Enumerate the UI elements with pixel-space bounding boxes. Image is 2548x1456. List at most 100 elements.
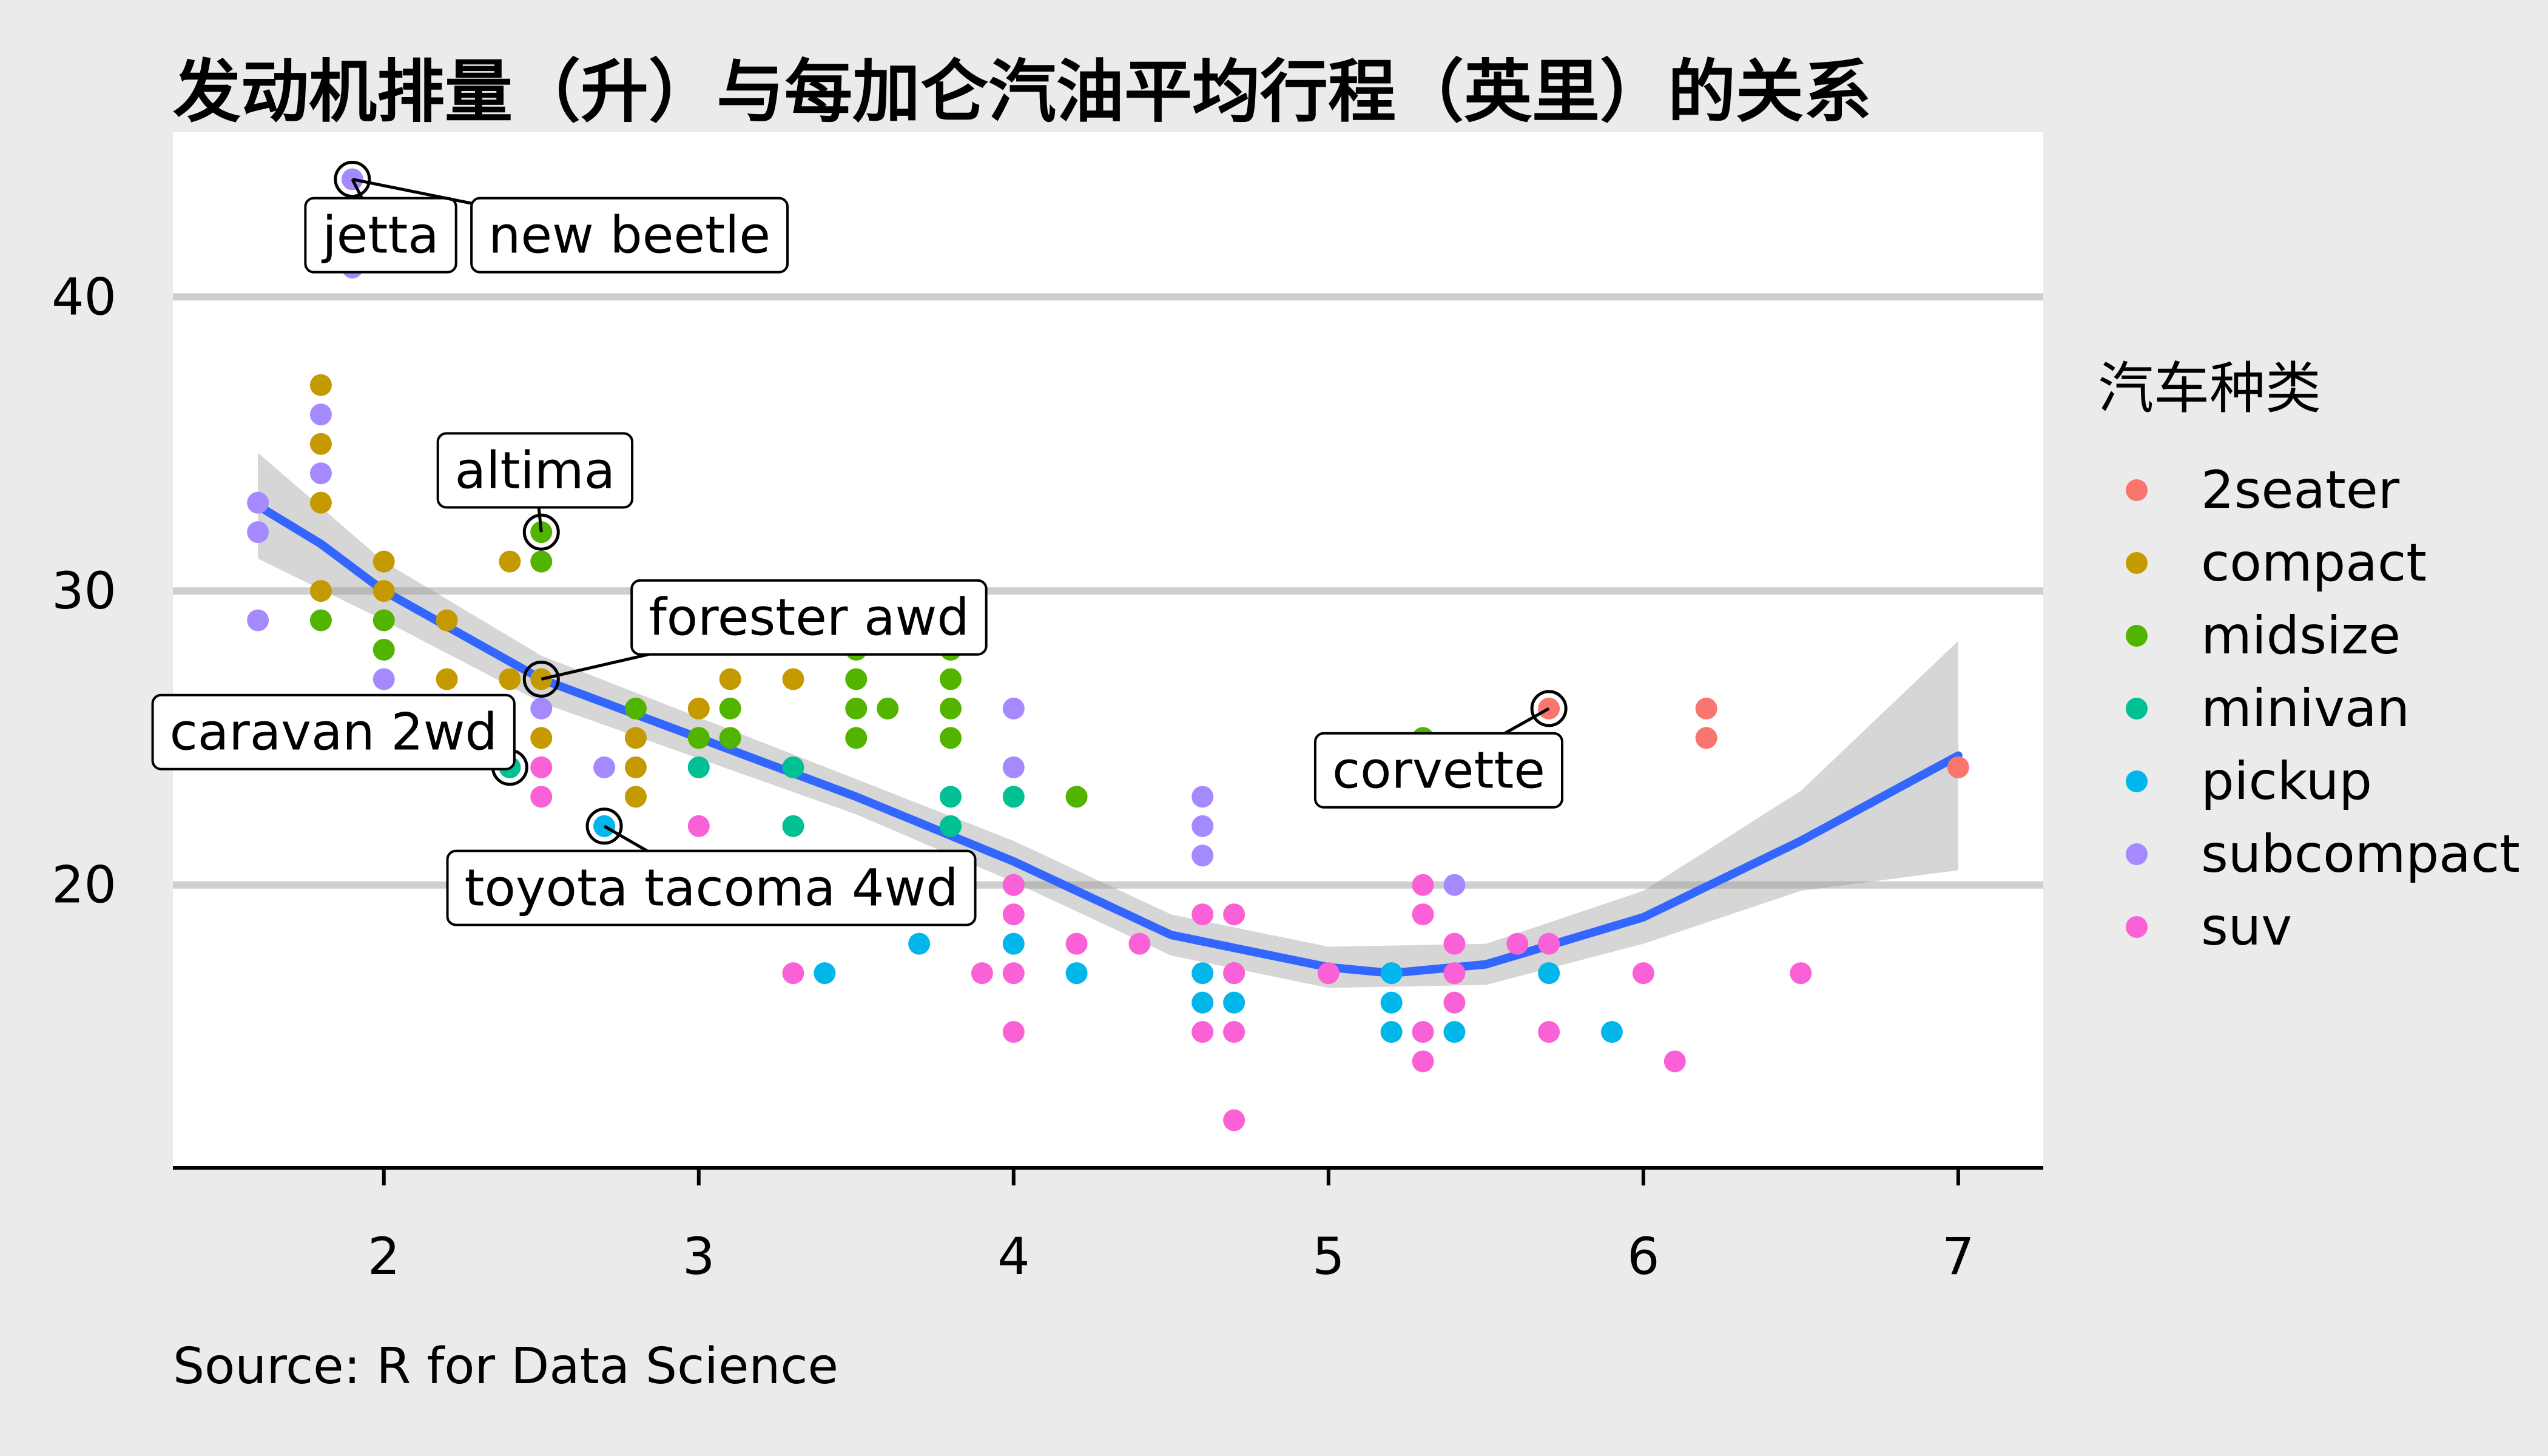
x-tick-label: 2 — [368, 1227, 400, 1286]
annotation-text: forester awd — [649, 588, 969, 647]
data-point-subcompact — [1443, 874, 1466, 896]
legend-key — [2126, 843, 2148, 865]
y-tick-label: 20 — [52, 855, 116, 915]
confidence-band — [258, 453, 1958, 988]
data-point-suv — [1632, 962, 1654, 985]
data-point-subcompact — [247, 609, 269, 632]
legend-key — [2126, 552, 2148, 574]
annotation-leader — [537, 507, 543, 533]
annotation-label: toyota tacoma 4wd — [446, 824, 977, 926]
annotation-box — [470, 197, 789, 274]
data-point-suv — [1412, 1050, 1434, 1073]
data-point-suv — [1412, 1021, 1434, 1043]
axes-layer: 2 3 4 5 6 7 20 30 40 — [52, 267, 2043, 1286]
data-point-suv — [1002, 1021, 1025, 1043]
data-point-midsize — [939, 668, 962, 690]
annotation-text: corvette — [1332, 741, 1545, 800]
highlight-ring — [334, 161, 371, 198]
highlight-ring — [585, 807, 623, 845]
data-point-suv — [1538, 932, 1560, 955]
data-point-midsize — [624, 697, 647, 720]
data-point-subcompact — [309, 403, 332, 426]
annotation-text: altima — [455, 440, 615, 500]
x-tick-label: 5 — [1312, 1227, 1344, 1286]
legend-entry-pickup: pickup — [2126, 751, 2372, 812]
data-point-compact — [309, 433, 332, 455]
data-point-midsize — [845, 727, 868, 749]
data-point-minivan — [782, 815, 804, 837]
data-point-midsize — [687, 727, 710, 749]
annotation-label: corvette — [1313, 707, 1564, 809]
legend-entry-midsize: midsize — [2126, 605, 2401, 666]
data-point-suv — [530, 786, 553, 808]
data-point-suv — [1443, 991, 1466, 1014]
annotation-box — [304, 197, 457, 274]
data-point-suv — [1223, 1021, 1245, 1043]
smooth-line — [254, 501, 1963, 978]
annotation-leader — [541, 653, 649, 681]
legend-key — [2126, 479, 2148, 501]
data-point-pickup — [1380, 962, 1403, 985]
data-point-suv — [1223, 1109, 1245, 1131]
data-point-midsize — [939, 727, 962, 749]
data-point-compact — [436, 609, 458, 632]
data-point-compact — [530, 727, 553, 749]
data-point-compact — [309, 491, 332, 514]
data-point-midsize — [1065, 786, 1088, 808]
data-point-suv — [971, 962, 993, 985]
data-point-pickup — [908, 932, 931, 955]
annotation-box — [446, 849, 977, 926]
data-point-pickup — [1223, 991, 1245, 1014]
data-point-suv — [530, 756, 553, 778]
data-point-compact — [499, 550, 521, 573]
legend-label: suv — [2201, 897, 2292, 957]
data-point-suv — [1223, 903, 1245, 926]
y-tick-label: 30 — [52, 561, 116, 621]
annotation-box — [151, 693, 516, 770]
data-point-suv — [1443, 932, 1466, 955]
annotation-text: jetta — [321, 206, 439, 265]
data-point-pickup — [1191, 991, 1214, 1014]
chart-title: 发动机排量（升）与每加仑汽油平均行程（英里）的关系 — [173, 53, 1872, 132]
data-point-minivan — [782, 756, 804, 778]
x-tick-label: 6 — [1627, 1227, 1659, 1286]
data-point-compact — [687, 697, 710, 720]
annotation-text: caravan 2wd — [170, 703, 497, 762]
data-point-compact — [309, 580, 332, 602]
data-point-2seater — [1695, 727, 1717, 749]
data-point-suv — [1002, 874, 1025, 896]
annotation-label: jetta — [304, 178, 457, 274]
data-point-suv — [1790, 962, 1812, 985]
annotation-box — [630, 579, 988, 656]
legend-entries: 2seater compact midsize minivan pickup subcom… — [2126, 460, 2520, 957]
data-point-subcompact — [593, 756, 616, 778]
highlight-ring — [522, 660, 560, 698]
data-point-compact — [436, 668, 458, 690]
data-point-suv — [1191, 903, 1214, 926]
annotation-text: toyota tacoma 4wd — [465, 858, 959, 918]
legend-title: 汽车种类 — [2098, 356, 2321, 421]
smooth-layer — [254, 453, 1963, 988]
annotation-leader — [1504, 707, 1550, 735]
data-point-suv — [1538, 1021, 1560, 1043]
data-point-midsize — [372, 609, 395, 632]
data-point-minivan — [687, 756, 710, 778]
data-point-midsize — [530, 550, 553, 573]
data-point-pickup — [1065, 962, 1088, 985]
data-point-compact — [624, 786, 647, 808]
data-point-2seater — [1695, 697, 1717, 720]
data-point-subcompact — [1191, 815, 1214, 837]
annotation-leader — [352, 178, 472, 205]
annotation-leader — [351, 178, 363, 199]
data-point-midsize — [939, 697, 962, 720]
data-point-pickup — [1191, 962, 1214, 985]
legend-key — [2126, 770, 2148, 792]
caption: Source: R for Data Science — [173, 1338, 838, 1395]
x-tick-label: 4 — [997, 1227, 1030, 1286]
legend-label: minivan — [2201, 678, 2410, 739]
data-point-subcompact — [372, 668, 395, 690]
annotation-label: new beetle — [352, 178, 789, 274]
legend-entry-compact: compact — [2126, 533, 2427, 593]
legend-entry-minivan: minivan — [2126, 678, 2410, 739]
